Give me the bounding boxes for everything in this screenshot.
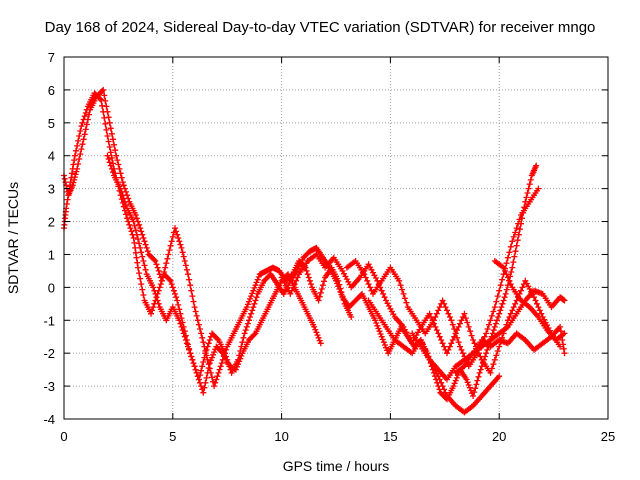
y-tick-label: -3: [43, 379, 55, 394]
y-tick-label: -4: [43, 412, 55, 427]
series-track-5: [343, 185, 542, 370]
plot-frame: [63, 56, 609, 420]
chart-title: Day 168 of 2024, Sidereal Day-to-day VTE…: [45, 19, 596, 36]
y-tick-label: 6: [48, 83, 55, 98]
data-point-markers: [452, 287, 568, 376]
data-series: [61, 86, 568, 416]
x-tick-label: 5: [169, 429, 176, 444]
y-tick-label: 4: [48, 149, 55, 164]
data-point-markers: [409, 323, 568, 383]
axis-ticks: 0 5 10 15 20 25 -4 -3 -2 -1 0 1 2 3 4 5 6 7: [43, 50, 615, 444]
y-tick-label: -1: [43, 313, 55, 328]
x-tick-label: 20: [492, 429, 506, 444]
y-axis-label: SDTVAR / TECUs: [5, 182, 21, 294]
x-tick-label: 25: [601, 429, 615, 444]
y-tick-label: 7: [48, 50, 55, 65]
x-tick-label: 15: [383, 429, 397, 444]
x-tick-label: 10: [274, 429, 288, 444]
y-tick-label: 1: [48, 247, 55, 262]
grid: [64, 57, 608, 419]
data-point-markers: [278, 251, 564, 376]
x-axis-label: GPS time / hours: [283, 458, 390, 474]
data-point-markers: [343, 185, 542, 370]
data-point-markers: [491, 258, 568, 343]
y-tick-label: -2: [43, 346, 55, 361]
y-tick-label: 2: [48, 215, 55, 230]
y-tick-label: 0: [48, 280, 55, 295]
series-track-9: [409, 323, 568, 383]
x-tick-label: 0: [60, 429, 67, 444]
y-tick-label: 3: [48, 182, 55, 197]
y-tick-label: 5: [48, 116, 55, 131]
